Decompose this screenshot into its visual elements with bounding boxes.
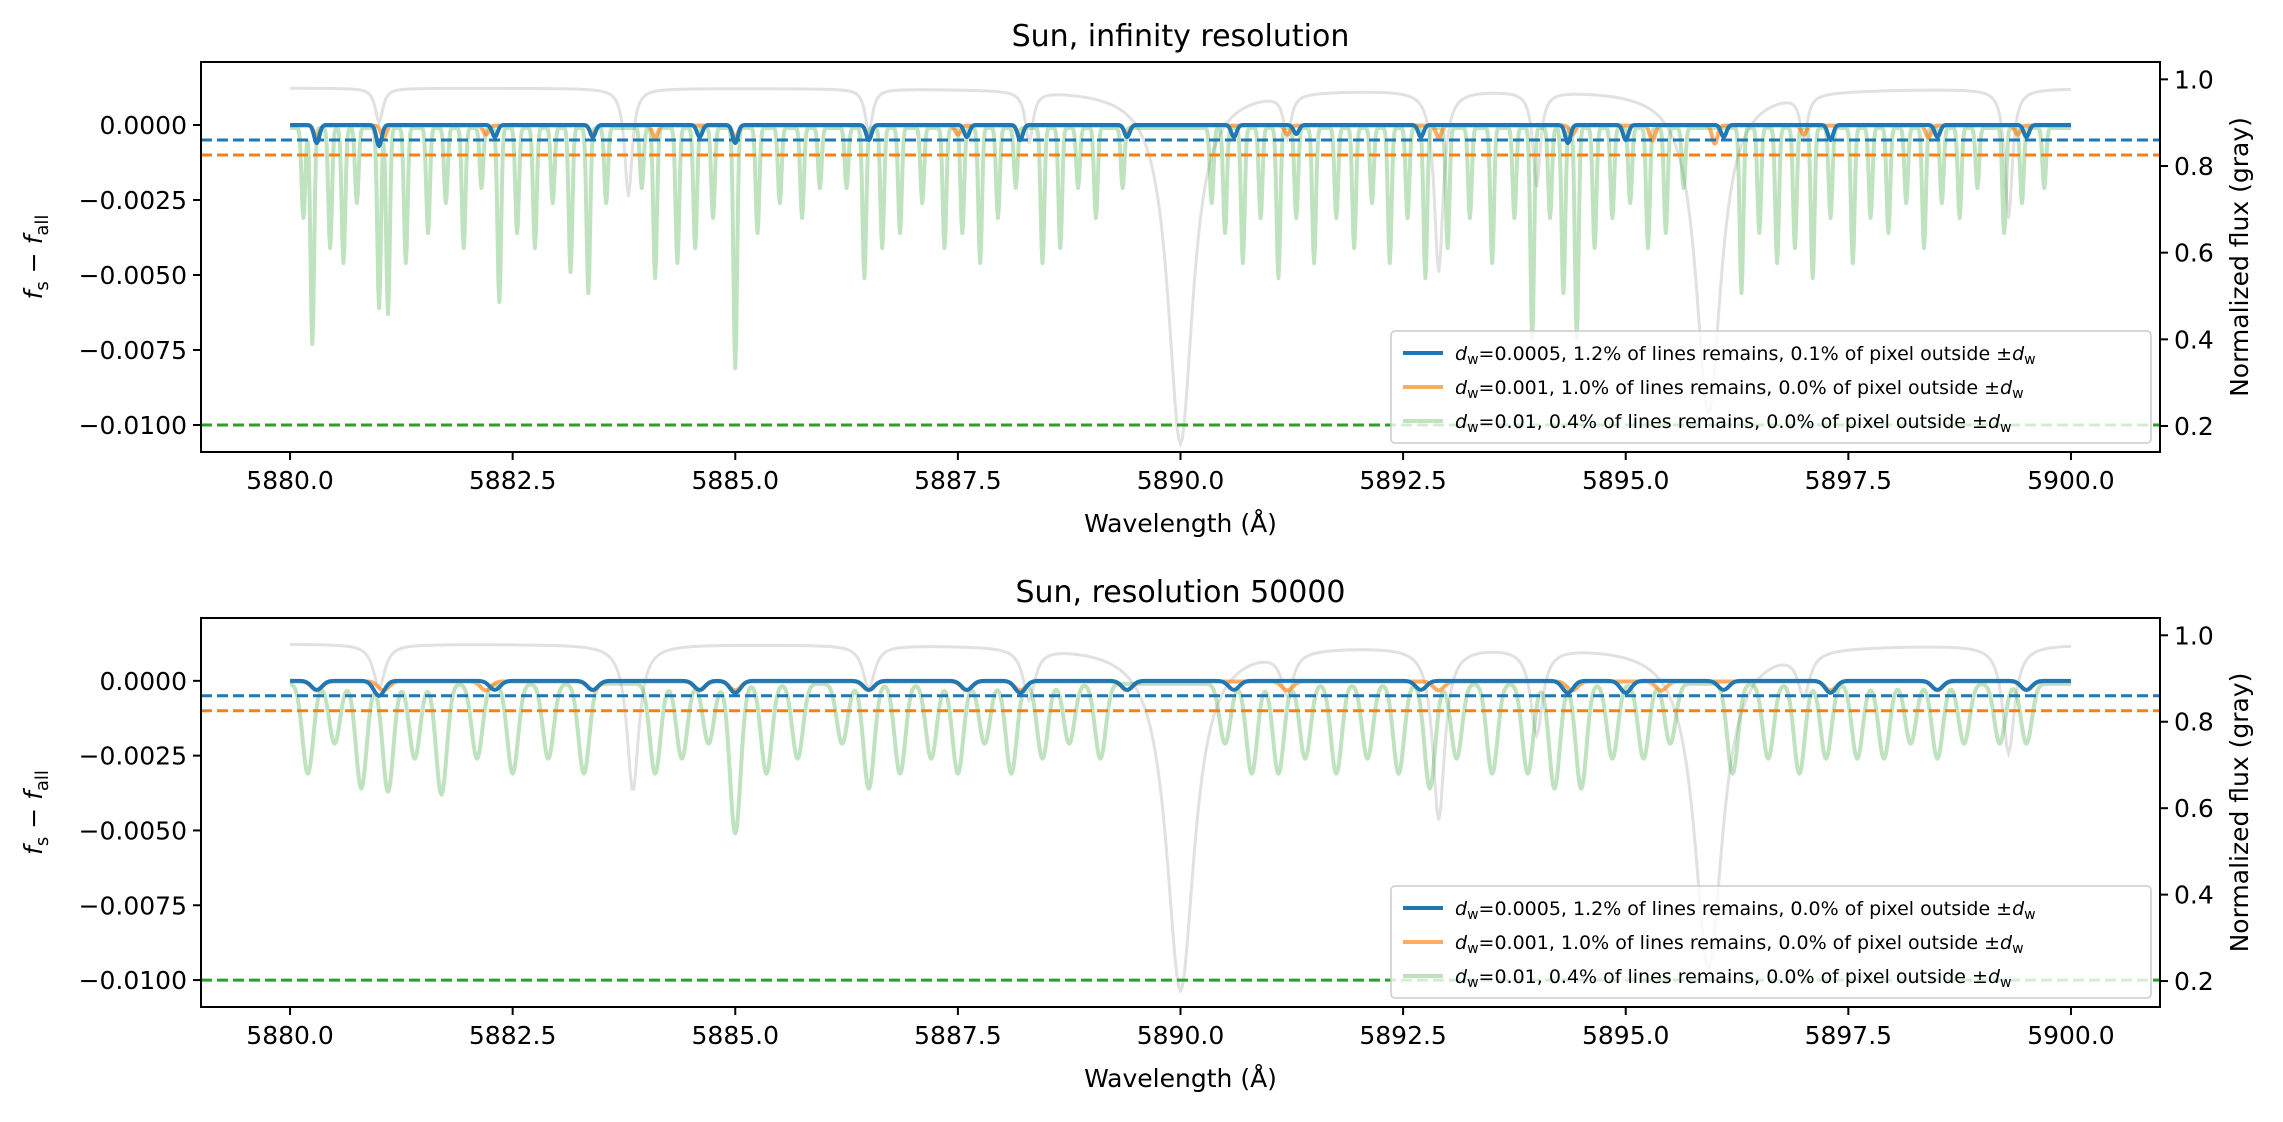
x-tick-label: 5885.0 [692, 1021, 779, 1050]
right-y-axis-label: Normalized flux (gray) [2225, 117, 2254, 397]
legend-dw-value: 0.0005 [1494, 898, 1560, 920]
legend-entry-label: dw=0.01, 0.4% of lines remains, 0.0% of … [1455, 411, 2011, 436]
series-line-dw-0_01 [288, 126, 2073, 370]
right-y-tick-label: 0.6 [2174, 239, 2214, 268]
right-y-axis-label: Normalized flux (gray) [2225, 673, 2254, 953]
chart-panel-2: 5880.0 5882.5 5885.0 5887.5 5890.0 5892.5 5895… [19, 575, 2254, 1093]
x-tick-label: 5890.0 [1137, 1021, 1224, 1050]
y-tick-label: −0.0100 [79, 411, 187, 440]
x-tick-label: 5895.0 [1582, 1021, 1669, 1050]
legend-entry-label: dw=0.0005, 1.2% of lines remains, 0.0% o… [1455, 898, 2036, 923]
legend-dw-value: 0.001 [1494, 932, 1548, 954]
x-tick-label: 5887.5 [914, 1021, 1001, 1050]
right-y-tick-label: 1.0 [2174, 65, 2214, 94]
y-tick-label: 0.0000 [100, 667, 187, 696]
chart-title: Sun, infinity resolution [1012, 19, 1350, 54]
legend-box [1390, 885, 2152, 999]
x-tick-label: 5897.5 [1805, 466, 1892, 495]
legend: dw=0.0005, 1.2% of lines remains, 0.1% o… [1390, 330, 2152, 444]
legend-dw-value: 0.001 [1494, 377, 1548, 399]
legend-rest-text: , 0.4% of lines remains, 0.0% of pixel o… [1537, 411, 1988, 433]
y-tick-label: 0.0000 [100, 111, 187, 140]
legend-rest-text: , 1.2% of lines remains, 0.0% of pixel o… [1561, 898, 2012, 920]
legend-entry-label: dw=0.01, 0.4% of lines remains, 0.0% of … [1455, 966, 2011, 991]
x-axis-label: Wavelength (Å) [1084, 1064, 1277, 1093]
x-tick-label: 5885.0 [692, 466, 779, 495]
x-tick-label: 5895.0 [1582, 466, 1669, 495]
y-tick-label: −0.0050 [79, 816, 187, 845]
right-y-tick-label: 0.2 [2174, 412, 2214, 441]
y-axis-label: fs − fall [19, 215, 53, 300]
x-tick-label: 5890.0 [1137, 466, 1224, 495]
x-tick-label: 5900.0 [2027, 1021, 2114, 1050]
legend-dw-value: 0.01 [1494, 411, 1536, 433]
legend-entry-label: dw=0.001, 1.0% of lines remains, 0.0% of… [1455, 377, 2024, 402]
x-axis-label: Wavelength (Å) [1084, 509, 1277, 538]
y-tick-label: −0.0025 [79, 186, 187, 215]
plot-area [201, 86, 2160, 449]
legend-entry-label: dw=0.0005, 1.2% of lines remains, 0.1% o… [1455, 343, 2036, 368]
right-y-tick-label: 0.4 [2174, 325, 2214, 354]
y-tick-label: −0.0025 [79, 742, 187, 771]
right-y-tick-label: 0.2 [2174, 967, 2214, 996]
legend-rest-text: , 1.2% of lines remains, 0.1% of pixel o… [1561, 343, 2012, 365]
x-tick-label: 5900.0 [2027, 466, 2114, 495]
y-tick-label: −0.0075 [79, 336, 187, 365]
legend-dw-value: 0.01 [1494, 966, 1536, 988]
right-y-tick-label: 1.0 [2174, 621, 2214, 650]
y-axis-label: fs − fall [19, 770, 53, 855]
series-line-dw-0_01 [288, 681, 2073, 836]
chart-panel-1: 5880.0 5882.5 5885.0 5887.5 5890.0 5892.5 5895… [19, 19, 2254, 538]
series-line-dw-0_0005 [288, 678, 2073, 698]
legend-rest-text: , 1.0% of lines remains, 0.0% of pixel o… [1549, 377, 2000, 399]
x-tick-label: 5882.5 [469, 1021, 556, 1050]
x-tick-label: 5897.5 [1805, 1021, 1892, 1050]
legend-rest-text: , 1.0% of lines remains, 0.0% of pixel o… [1549, 932, 2000, 954]
x-tick-label: 5892.5 [1359, 1021, 1446, 1050]
legend-dw-value: 0.0005 [1494, 343, 1560, 365]
y-tick-label: −0.0075 [79, 891, 187, 920]
chart-title: Sun, resolution 50000 [1015, 575, 1345, 610]
legend-rest-text: , 0.4% of lines remains, 0.0% of pixel o… [1537, 966, 1988, 988]
gray-normalized-flux-line [290, 642, 2072, 995]
right-y-tick-label: 0.8 [2174, 708, 2214, 737]
x-tick-label: 5880.0 [246, 1021, 333, 1050]
x-tick-label: 5882.5 [469, 466, 556, 495]
x-tick-label: 5887.5 [914, 466, 1001, 495]
legend: dw=0.0005, 1.2% of lines remains, 0.0% o… [1390, 885, 2152, 999]
x-tick-label: 5892.5 [1359, 466, 1446, 495]
series-line-dw-0_0005 [288, 123, 2073, 148]
gray-normalized-flux-line [290, 86, 2071, 449]
right-y-tick-label: 0.6 [2174, 794, 2214, 823]
y-tick-label: −0.0050 [79, 261, 187, 290]
right-y-tick-label: 0.8 [2174, 152, 2214, 181]
legend-entry-label: dw=0.001, 1.0% of lines remains, 0.0% of… [1455, 932, 2024, 957]
right-y-tick-label: 0.4 [2174, 881, 2214, 910]
legend-box [1390, 330, 2152, 444]
y-tick-label: −0.0100 [79, 966, 187, 995]
x-tick-label: 5880.0 [246, 466, 333, 495]
